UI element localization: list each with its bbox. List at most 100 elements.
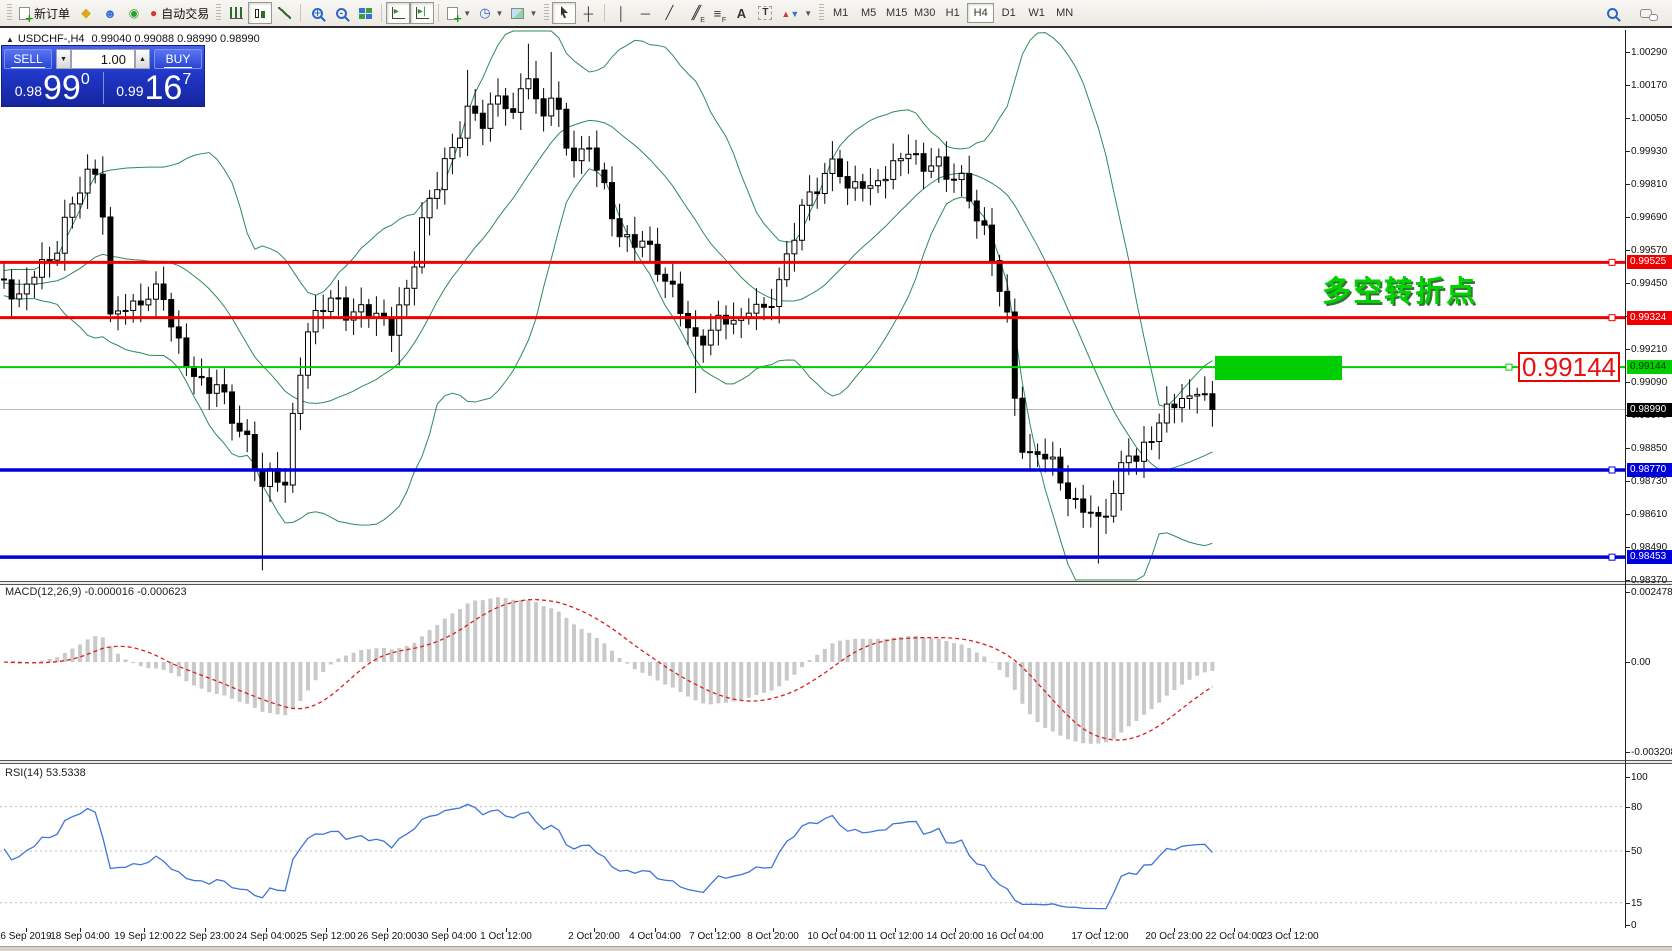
periods-clock-icon: ◷ (479, 5, 491, 20)
chart-shift-button[interactable]: ▸| (410, 2, 435, 24)
time-tick-label: 4 Oct 04:00 (629, 931, 681, 942)
toolbar-grip[interactable] (7, 4, 12, 22)
charts-button[interactable]: ◆ (74, 2, 98, 24)
text-label-tool-button[interactable]: T (753, 2, 777, 24)
panel-separator-macd[interactable] (0, 581, 1672, 585)
rsi-tick-mark (1625, 902, 1630, 904)
timeframe-button-m15[interactable]: M15 (883, 3, 910, 23)
toolbar-grip[interactable] (819, 4, 825, 22)
time-tick-label: 1 Oct 12:00 (480, 931, 532, 942)
price-tick-label: 0.98850 (1631, 443, 1668, 454)
search-button[interactable] (1600, 2, 1624, 24)
chinese-annotation[interactable]: 多空转折点 (1322, 276, 1478, 308)
time-tick-mark (1015, 928, 1016, 932)
price-tick-mark (1625, 184, 1630, 185)
volume-input[interactable] (71, 49, 135, 69)
hline-price-label: 0.99324 (1627, 310, 1672, 325)
horizontal-line-tool-button[interactable]: ─ (633, 2, 657, 24)
price-tick-label: 0.98370 (1631, 575, 1668, 586)
auto-scroll-button[interactable]: ▸ (386, 2, 411, 24)
time-tick-label: 18 Sep 04:00 (50, 931, 110, 942)
channel-tool-button[interactable]: ╱╱E (681, 2, 707, 24)
timeframe-button-mn[interactable]: MN (1051, 3, 1078, 23)
price-tick-label: 0.99090 (1631, 377, 1668, 388)
time-tick-mark (266, 928, 267, 932)
zoom-out-button[interactable]: - (329, 2, 353, 24)
vertical-line-tool-button[interactable]: │ (609, 2, 633, 24)
hline-price-label: 0.99525 (1627, 255, 1672, 270)
time-tick-label: 23 Oct 12:00 (1261, 931, 1319, 942)
toolbar-grip[interactable] (544, 4, 550, 22)
price-tick-label: 1.00290 (1631, 47, 1668, 58)
sell-price-display[interactable]: 0.98 99 0 (14, 69, 90, 107)
timeframe-button-m5[interactable]: M5 (855, 3, 882, 23)
cursor-tool-button[interactable] (552, 2, 577, 24)
price-tick-label: 0.98730 (1631, 476, 1668, 487)
time-tick-mark (80, 928, 81, 932)
time-tick-mark (1290, 928, 1291, 932)
volume-stepper: ▼ ▲ (54, 49, 152, 69)
rsi-tick-mark (1625, 851, 1630, 852)
timeframe-button-m30[interactable]: M30 (911, 3, 938, 23)
sell-button[interactable]: SELL (4, 49, 52, 69)
panel-separator-rsi[interactable] (0, 760, 1672, 764)
zoom-in-icon: + (311, 7, 326, 22)
text-tool-button[interactable]: A (729, 2, 753, 24)
time-tick-mark (655, 928, 656, 932)
autotrading-icon: ● (150, 6, 158, 20)
chat-icon (1640, 8, 1658, 21)
price-tick-mark (1625, 250, 1630, 251)
timeframe-button-h4[interactable]: H4 (967, 3, 995, 23)
time-tick-label: 26 Sep 20:00 (357, 931, 417, 942)
timeframe-button-m1[interactable]: M1 (827, 3, 854, 23)
channel-icon: ╱╱E (691, 5, 707, 24)
bar-chart-type-button[interactable] (224, 2, 248, 24)
time-tick-mark (715, 928, 716, 932)
periods-button[interactable]: ◷ ▼ (475, 2, 507, 24)
fibonacci-tool-button[interactable]: ≡ F (705, 2, 729, 24)
crosshair-tool-button[interactable]: ┼ (576, 2, 600, 24)
toolbar-grip[interactable] (216, 4, 222, 22)
tile-windows-button[interactable] (353, 2, 377, 24)
big-price-callout[interactable]: 0.99144 (1518, 352, 1620, 383)
trendline-tool-button[interactable]: ╱ (657, 2, 681, 24)
time-tick-mark (1100, 928, 1101, 932)
macd-indicator-label: MACD(12,26,9) -0.000016 -0.000623 (5, 586, 187, 598)
chart-window[interactable]: ▲ USDCHF-,H4 0.99040 0.99088 0.98990 0.989… (0, 28, 1672, 951)
timeframe-button-d1[interactable]: D1 (995, 3, 1022, 23)
volume-increase-button[interactable]: ▲ (135, 49, 150, 69)
timeframe-button-w1[interactable]: W1 (1023, 3, 1050, 23)
signals-button[interactable]: ◉ (122, 2, 146, 24)
down-arrow-icon: ▼ (60, 55, 67, 63)
volume-decrease-button[interactable]: ▼ (56, 49, 71, 69)
time-tick-mark (955, 928, 956, 932)
timeframe-button-h1[interactable]: H1 (939, 3, 966, 23)
collapse-arrow-icon[interactable]: ▲ (6, 35, 14, 44)
chat-button[interactable] (1634, 2, 1658, 24)
indicators-button[interactable]: + ▼ (443, 2, 475, 24)
price-tick-label: 0.99810 (1631, 179, 1668, 190)
window-bottom-strip (0, 946, 1672, 951)
buy-price-display[interactable]: 0.99 16 7 (116, 69, 192, 107)
autotrading-button[interactable]: ● 自动交易 (146, 2, 213, 24)
new-order-button[interactable]: + 新订单 (15, 2, 74, 24)
zoom-in-button[interactable]: + (305, 2, 329, 24)
ohlc-values: 0.99040 0.99088 0.98990 0.98990 (91, 33, 260, 45)
profile-icon: ☻ (103, 5, 117, 21)
rsi-tick-mark (1625, 925, 1630, 926)
candlestick-type-button[interactable] (248, 2, 273, 24)
buy-button[interactable]: BUY (154, 49, 202, 69)
macd-tick-label: -0.003208 (1631, 747, 1672, 759)
tile-windows-icon (358, 7, 372, 19)
arrows-tool-button[interactable]: ▲▼ ▼ (777, 2, 816, 24)
timeframe-group: M1 M5 M15 M30 H1 H4 D1 W1 MN (827, 3, 1078, 23)
indicators-icon: + (447, 6, 462, 24)
macd-tick-mark (1625, 752, 1630, 754)
price-divider (102, 72, 104, 104)
line-chart-type-button[interactable] (272, 2, 296, 24)
time-tick-mark (773, 928, 774, 932)
rsi-tick-label: 100 (1631, 772, 1648, 783)
price-tick-label: 0.99450 (1631, 278, 1668, 289)
templates-button[interactable]: ▼ (507, 2, 541, 24)
profile-button[interactable]: ☻ (98, 2, 122, 24)
